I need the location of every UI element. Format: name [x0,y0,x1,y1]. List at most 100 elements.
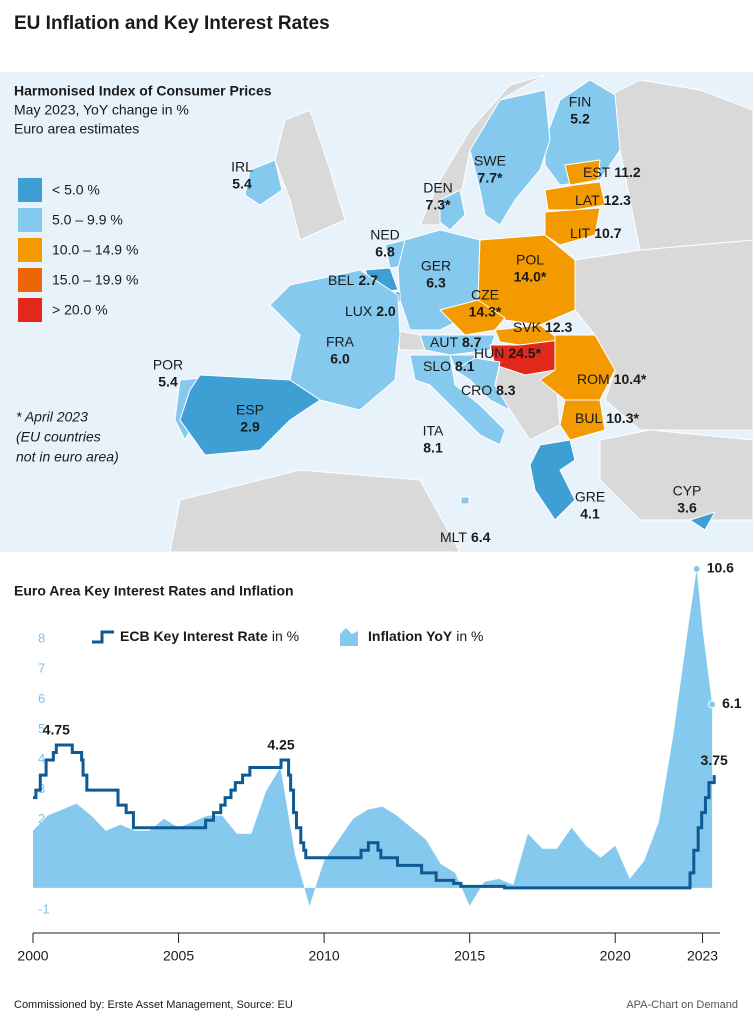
legend-unit: in % [456,628,483,644]
country-value: 10.4* [614,371,647,387]
country-shape [544,181,606,211]
country-code: POR [153,357,183,373]
country-value: 2.0 [376,303,396,319]
country-value: 6.4 [471,529,491,545]
country-shape [688,511,717,531]
country-value: 2.7 [358,272,378,288]
country-shape [544,207,601,246]
country-value: 10.7 [594,225,621,241]
country-value: 8.1 [423,440,443,456]
legend-swatch [18,238,42,262]
inflation-area [33,569,713,906]
point-label: 4.25 [267,737,294,753]
country-code: MLT [440,529,467,545]
country-shape [544,79,621,186]
y-tick-label: 4 [38,751,45,766]
legend-swatch [18,268,42,292]
x-tick-label: 2005 [163,948,194,964]
country-code: FIN [569,94,592,110]
country-code: NED [370,227,400,243]
point-dot [708,700,717,709]
country-code: BEL [328,272,355,288]
country-label: BUL 10.3* [575,410,639,426]
country-code: POL [516,252,544,268]
country-code: CYP [673,483,702,499]
country-value: 6.3 [426,275,446,291]
country-code: DEN [423,180,453,196]
rate-line [33,743,716,890]
country-code: AUT [430,334,458,350]
map-footnote: (EU countries [16,429,101,445]
country-label: EST 11.2 [583,164,641,180]
footer-source: Commissioned by: Erste Asset Management,… [14,999,293,1011]
country-code: LAT [575,192,600,208]
country-label: SLO 8.1 [423,358,475,374]
point-label: 6.1 [722,695,742,711]
legend-name: ECB Key Interest Rate [120,628,268,644]
country-code: ESP [236,402,264,418]
country-value: 5.4 [232,176,252,192]
legend-swatch [18,298,42,322]
country-shape [439,299,506,336]
country-label: LIT 10.7 [570,225,622,241]
country-value: 4.1 [580,506,600,522]
country-code: FRA [326,334,355,350]
point-label: 3.75 [701,752,728,768]
map-background-land [169,74,753,553]
country-shape [419,334,496,356]
country-label: SVK 12.3 [513,319,572,335]
legend-label: ECB Key Interest Rate in % [120,628,299,644]
country-code: CRO [461,382,492,398]
y-tick-label: 8 [38,631,45,646]
x-tick-label: 2015 [454,948,485,964]
country-shape [269,269,401,411]
country-code: GRE [575,489,605,505]
country-label: ROM 10.4* [577,371,647,387]
country-value: 5.4 [158,374,178,390]
country-code: HUN [474,345,504,361]
country-label: HUN 24.5* [474,345,542,361]
country-value: 6.8 [375,244,395,260]
country-code: SVK [513,319,542,335]
legend-name: Inflation YoY [368,628,453,644]
country-value: 6.0 [330,351,350,367]
x-tick-label: 2020 [600,948,631,964]
country-shape [460,496,470,505]
country-value: 7.3* [426,197,451,213]
country-code: GER [421,258,451,274]
country-value: 14.0* [514,269,547,285]
legend-unit: in % [272,628,299,644]
map-footnote: not in euro area) [16,449,119,465]
footer-credit: APA-Chart on Demand [626,999,738,1011]
country-value: 8.3 [496,382,516,398]
country-value: 2.9 [240,419,260,435]
country-shape [179,374,321,456]
map-footnote: * April 2023 [16,409,88,425]
chart: -10123456782000200520102015202020234.754… [17,560,741,964]
country-label: LAT 12.3 [575,192,631,208]
country-value: 8.7 [462,334,482,350]
country-shape [559,399,606,441]
country-value: 8.1 [455,358,475,374]
country-value: 3.6 [677,500,697,516]
x-tick-label: 2023 [687,948,718,964]
country-value: 24.5* [508,345,541,361]
y-tick-label: -1 [38,901,50,916]
y-tick-label: 2 [38,811,45,826]
map-legend: < 5.0 % 5.0 – 9.9 % 10.0 – 14.9 % 15.0 – 19… [18,178,138,322]
y-tick-label: 6 [38,691,45,706]
country-label: AUT 8.7 [430,334,482,350]
legend-swatch [18,208,42,232]
country-label: LUX 2.0 [345,303,396,319]
country-value: 10.3* [606,410,639,426]
country-shape [439,189,466,231]
country-value: 11.2 [614,164,641,180]
y-tick-label: 7 [38,661,45,676]
page-title: EU Inflation and Key Interest Rates [14,13,330,34]
country-value: 14.3* [469,304,502,320]
country-value: 12.3 [545,319,572,335]
country-value: 5.2 [570,111,590,127]
country-shape [469,89,551,226]
country-code: LUX [345,303,373,319]
